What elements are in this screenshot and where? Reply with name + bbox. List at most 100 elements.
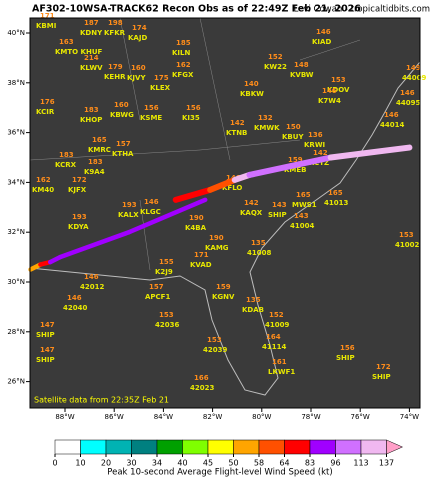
obs-id: K7W4	[318, 97, 341, 105]
colorbar-box	[309, 439, 336, 455]
colorbar-box	[182, 439, 209, 455]
obs-value: 142	[244, 199, 259, 207]
obs-id: KCRX	[55, 161, 77, 169]
obs-id: APCF1	[145, 293, 170, 301]
obs-value: 156	[186, 104, 201, 112]
colorbar-tick-label: 137	[379, 459, 394, 468]
obs-value: 146	[384, 111, 399, 119]
obs-value: 153	[331, 76, 346, 84]
obs-value: 152	[269, 311, 284, 319]
obs-id: KBKW	[240, 90, 264, 98]
lat-label: 26°N	[7, 378, 25, 386]
lon-label: 78°W	[301, 413, 320, 421]
obs-value: 164	[266, 333, 281, 341]
obs-id: KDNY	[80, 29, 103, 37]
obs-value: 190	[189, 214, 204, 222]
obs-id: KI35	[182, 114, 200, 122]
obs-value: 143	[294, 212, 309, 220]
obs-value: 146	[316, 28, 331, 36]
colorbar-tick-label: 83	[305, 459, 315, 468]
obs-id: KJVY	[127, 74, 146, 82]
track-segment	[246, 154, 334, 178]
obs-id: 44014	[380, 121, 404, 129]
obs-value: 166	[194, 374, 209, 382]
obs-id: KW22	[264, 63, 287, 71]
obs-value: 172	[72, 176, 87, 184]
obs-id: LKWF1	[268, 368, 295, 376]
obs-value: 176	[40, 98, 55, 106]
colorbar-box	[335, 439, 362, 455]
obs-value: 140	[244, 80, 259, 88]
obs-id: SHIP	[268, 211, 287, 219]
state-borders	[29, 17, 361, 271]
obs-id: KVBW	[290, 71, 314, 79]
obs-value: 149	[406, 64, 421, 72]
obs-id: KRWI	[304, 141, 325, 149]
obs-id: KIAD	[312, 38, 331, 46]
obs-id: 42039	[203, 346, 227, 354]
satellite-note: Satellite data from 22:35Z Feb 21	[34, 396, 169, 405]
obs-value: 146	[84, 273, 99, 281]
track-segment	[207, 176, 238, 193]
obs-id: KBWG	[110, 111, 134, 119]
colorbar-tick-label: 113	[353, 459, 368, 468]
obs-value: 161	[272, 358, 287, 366]
lon-label: 82°W	[203, 413, 222, 421]
track-segment	[126, 197, 208, 235]
obs-value: 156	[144, 104, 159, 112]
obs-value: 135	[251, 239, 266, 247]
obs-value: 146	[67, 294, 82, 302]
obs-id: KEHR	[104, 73, 126, 81]
obs-value: 193	[72, 213, 87, 221]
track-segment	[172, 186, 214, 203]
obs-id: KDAB	[242, 306, 264, 314]
colorbar-box	[258, 439, 285, 455]
obs-value: 174	[132, 24, 147, 32]
lat-label: 40°N	[7, 29, 25, 37]
obs-value: 165	[296, 191, 311, 199]
obs-value: 160	[131, 64, 146, 72]
obs-id: 42036	[155, 321, 179, 329]
obs-id: KCIR	[36, 108, 55, 116]
colorbar-box	[156, 439, 183, 455]
obs-value: 146	[322, 87, 337, 95]
obs-id: K9A4	[84, 168, 105, 176]
obs-value: 175	[154, 74, 169, 82]
colorbar-box	[54, 439, 81, 455]
colorbar-label: Peak 10-second Average Flight-level Wind…	[107, 468, 332, 478]
obs-value: 190	[209, 234, 224, 242]
colorbar-box	[207, 439, 234, 455]
colorbar-box	[105, 439, 132, 455]
colorbar-tick-label: 40	[177, 459, 187, 468]
obs-id: 44095	[396, 99, 420, 107]
colorbar-tick-label: 64	[279, 459, 289, 468]
obs-id: KMRC	[88, 146, 111, 154]
obs-id: 42012	[80, 283, 104, 291]
obs-id: KJFX	[68, 186, 87, 194]
obs-value: 136	[308, 131, 323, 139]
obs-value: 183	[88, 158, 103, 166]
obs-value: 153	[399, 231, 414, 239]
satellite-background	[30, 18, 420, 408]
obs-value: 153	[207, 336, 222, 344]
obs-id: KTHA	[112, 150, 134, 158]
lat-label: 30°N	[7, 278, 25, 286]
obs-id: KMEB	[284, 166, 307, 174]
credit: Levi Cowan - tropicaltidbits.com	[294, 5, 430, 15]
obs-id: KTNB	[226, 129, 247, 137]
obs-id: KVAD	[190, 261, 212, 269]
title: AF302-10WSA-TRACK62 Recon Obs as of 22:4…	[32, 4, 361, 15]
obs-id: KAMG	[205, 244, 229, 252]
obs-id: KHOP	[80, 116, 102, 124]
obs-id: KMTO KHUF	[55, 48, 103, 56]
obs-id: SHIP	[36, 331, 55, 339]
lon-label: 80°W	[252, 413, 271, 421]
obs-value: 159	[216, 283, 231, 291]
obs-value: 160	[114, 101, 129, 109]
lat-label: 28°N	[7, 328, 25, 336]
obs-value: 157	[149, 283, 164, 291]
obs-id: KFLO	[222, 184, 242, 192]
obs-id: KLGC	[140, 208, 161, 216]
